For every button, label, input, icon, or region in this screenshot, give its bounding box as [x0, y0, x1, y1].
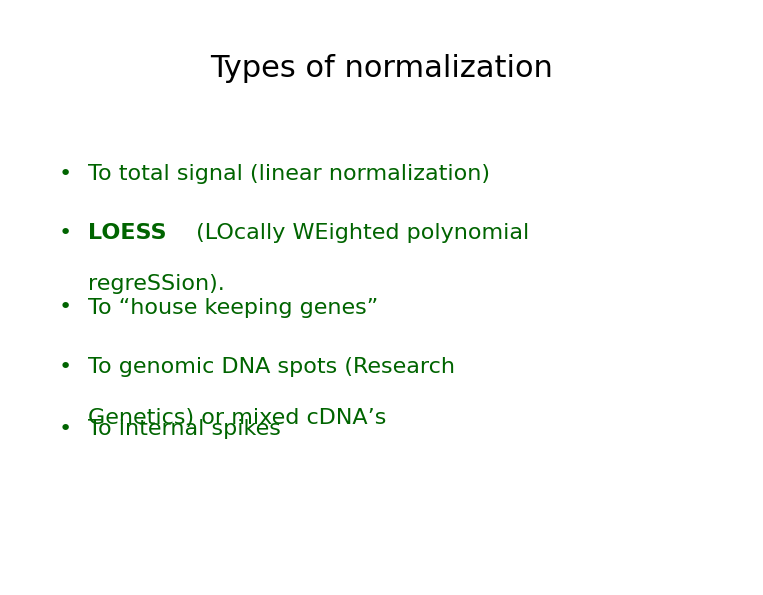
- Text: •: •: [58, 298, 72, 318]
- Text: To genomic DNA spots (Research: To genomic DNA spots (Research: [88, 357, 455, 377]
- Text: To total signal (linear normalization): To total signal (linear normalization): [88, 164, 490, 184]
- Text: Genetics) or mixed cDNA’s: Genetics) or mixed cDNA’s: [88, 408, 386, 428]
- Text: •: •: [58, 164, 72, 184]
- Text: •: •: [58, 223, 72, 243]
- Text: (LOcally WEighted polynomial: (LOcally WEighted polynomial: [189, 223, 530, 243]
- Text: Types of normalization: Types of normalization: [210, 54, 553, 83]
- Text: To “house keeping genes”: To “house keeping genes”: [88, 298, 378, 318]
- Text: LOESS: LOESS: [88, 223, 166, 243]
- Text: To internal spikes: To internal spikes: [88, 419, 281, 440]
- Text: •: •: [58, 357, 72, 377]
- Text: regreSSion).: regreSSion).: [88, 274, 224, 294]
- Text: •: •: [58, 419, 72, 440]
